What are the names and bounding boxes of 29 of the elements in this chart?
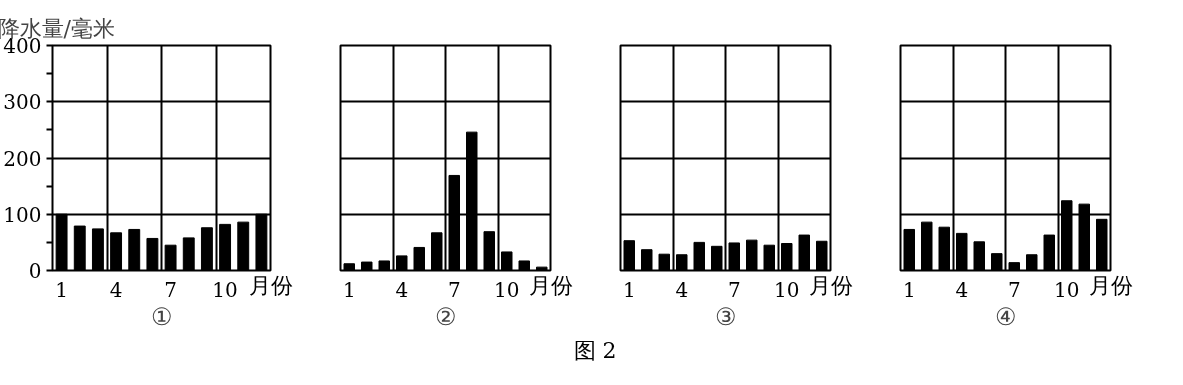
x-tick-label: 10 <box>1054 277 1080 302</box>
x-axis-title: 月份 <box>808 272 853 298</box>
x-tick-label: 4 <box>675 277 689 302</box>
text: ① <box>150 302 173 331</box>
x-tick-label: 1 <box>902 277 916 302</box>
x-tick-label: 7 <box>727 277 741 302</box>
x-tick-label: 10 <box>212 277 238 302</box>
x-tick-label: 4 <box>109 277 123 302</box>
text: ④ <box>994 302 1017 331</box>
y-tick-label: 100 <box>3 202 42 227</box>
text: ② <box>434 302 457 331</box>
y-tick-label: 0 <box>28 259 42 283</box>
x-axis-title: 月份 <box>528 272 573 298</box>
x-tick-label: 1 <box>342 277 356 302</box>
y-tick-label: 200 <box>3 146 42 171</box>
x-tick-label: 10 <box>774 277 800 302</box>
caption: 图 2 <box>573 337 617 365</box>
x-axis-title: 月份 <box>1088 272 1133 298</box>
x-tick-label: 7 <box>1007 277 1021 302</box>
x-tick-label: 4 <box>955 277 969 302</box>
x-tick-label: 7 <box>447 277 461 302</box>
x-tick-label: 1 <box>55 277 68 302</box>
x-axis-title: 月份 <box>248 272 293 298</box>
x-tick-label: 10 <box>494 277 520 302</box>
x-tick-label: 7 <box>164 277 177 302</box>
text: ③ <box>714 302 737 331</box>
x-tick-label: 1 <box>622 277 636 302</box>
y-tick-label: 300 <box>3 90 42 115</box>
x-tick-label: 4 <box>395 277 409 302</box>
